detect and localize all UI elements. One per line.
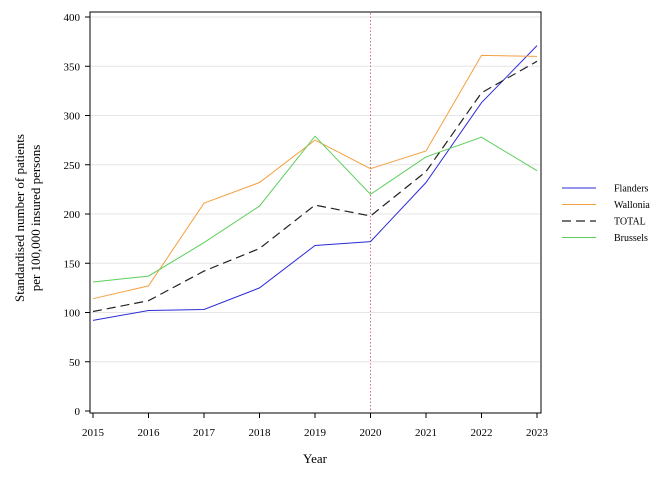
y-axis-title: Standardised number of patients per 100,… <box>12 134 43 302</box>
x-tick-label: 2016 <box>138 427 161 439</box>
series-line-total <box>92 60 538 313</box>
series-line-wallonia <box>92 54 538 300</box>
x-tick-label: 2018 <box>249 427 272 439</box>
legend-label-total: TOTAL <box>614 217 646 228</box>
legend-label-wallonia: Wallonia <box>614 200 650 211</box>
plot-area-border <box>89 11 542 414</box>
legend: Flanders Wallonia TOTAL Brussels <box>562 184 650 244</box>
x-tick-label: 2020 <box>360 427 383 439</box>
x-tick-label: 2017 <box>193 427 216 439</box>
x-tick-label: 2022 <box>471 427 493 439</box>
x-tick-label: 2019 <box>304 427 327 439</box>
series-group <box>92 45 538 321</box>
gridlines <box>91 16 540 363</box>
x-tick-label: 2021 <box>415 427 437 439</box>
y-tick-label: 150 <box>64 258 81 270</box>
y-tick-label: 300 <box>64 111 81 123</box>
y-tick-label: 100 <box>64 308 81 320</box>
series-line-brussels <box>92 135 538 283</box>
legend-label-flanders: Flanders <box>614 184 649 195</box>
y-axis-title-line-1: Standardised number of patients <box>12 134 27 302</box>
y-tick-label: 0 <box>75 406 81 418</box>
y-axis-title-line-2: per 100,000 insured persons <box>28 145 43 292</box>
x-axis-title: Year <box>303 451 328 466</box>
y-tick-label: 350 <box>64 61 81 73</box>
y-tick-label: 250 <box>64 160 81 172</box>
series-line-flanders <box>92 45 538 321</box>
x-tick-label: 2015 <box>82 427 105 439</box>
y-tick-label: 50 <box>69 357 81 369</box>
y-tick-label: 200 <box>64 209 81 221</box>
y-tick-label: 400 <box>64 12 81 24</box>
x-tick-label: 2023 <box>526 427 549 439</box>
legend-label-brussels: Brussels <box>614 233 648 244</box>
axes: 0 50 100 150 200 250 300 350 400 2015 2016 2017 2018… <box>64 12 549 439</box>
